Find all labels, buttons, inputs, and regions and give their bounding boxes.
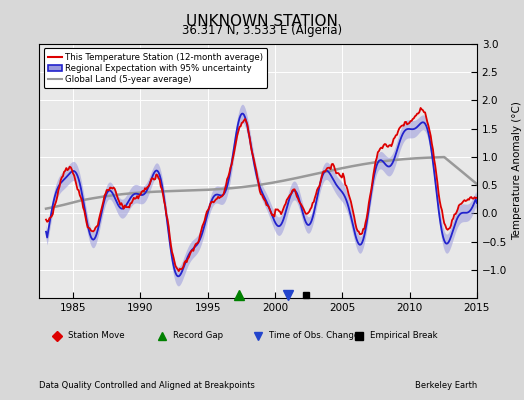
Y-axis label: Temperature Anomaly (°C): Temperature Anomaly (°C) (512, 102, 522, 240)
Text: 36.317 N, 3.533 E (Algeria): 36.317 N, 3.533 E (Algeria) (182, 24, 342, 37)
Text: Record Gap: Record Gap (173, 332, 223, 340)
Text: Time of Obs. Change: Time of Obs. Change (269, 332, 359, 340)
Legend: This Temperature Station (12-month average), Regional Expectation with 95% uncer: This Temperature Station (12-month avera… (43, 48, 267, 88)
Text: Station Move: Station Move (68, 332, 124, 340)
Text: Data Quality Controlled and Aligned at Breakpoints: Data Quality Controlled and Aligned at B… (39, 381, 255, 390)
Text: Empirical Break: Empirical Break (369, 332, 437, 340)
Text: UNKNOWN STATION: UNKNOWN STATION (186, 14, 338, 29)
Text: Berkeley Earth: Berkeley Earth (414, 381, 477, 390)
